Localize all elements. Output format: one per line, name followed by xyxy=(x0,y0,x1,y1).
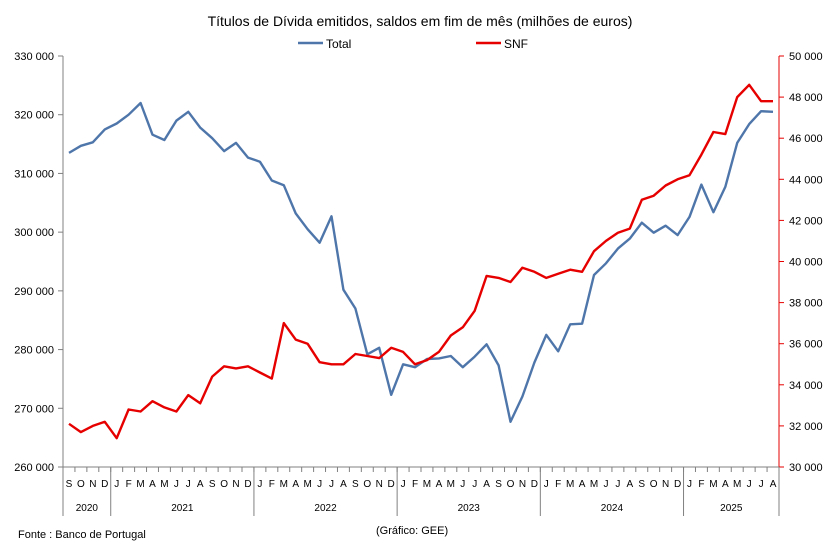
x-month-label: J xyxy=(759,479,764,490)
x-month-label: J xyxy=(401,479,406,490)
x-month-label: O xyxy=(220,479,228,490)
x-month-label: A xyxy=(626,479,633,490)
y-right-tick-label: 44 000 xyxy=(789,174,823,186)
x-month-label: M xyxy=(590,479,598,490)
x-month-label: M xyxy=(709,479,717,490)
x-month-label: A xyxy=(722,479,729,490)
x-month-label: D xyxy=(531,479,538,490)
x-month-label: A xyxy=(770,479,777,490)
axes: 260 000 270 000 280 000 290 000 300 000 310 0… xyxy=(14,51,823,516)
x-month-label: J xyxy=(257,479,262,490)
legend: Total SNF xyxy=(298,37,528,51)
x-month-label: M xyxy=(280,479,288,490)
x-year-label: 2025 xyxy=(720,503,743,514)
x-month-label: J xyxy=(603,479,608,490)
y-left-tick-label: 290 000 xyxy=(14,286,54,298)
x-month-label: M xyxy=(160,479,168,490)
x-month-label: J xyxy=(329,479,334,490)
x-month-label: O xyxy=(650,479,658,490)
x-month-label: O xyxy=(507,479,515,490)
x-year-label: 2021 xyxy=(171,503,194,514)
x-month-label: N xyxy=(376,479,383,490)
x-month-label: A xyxy=(340,479,347,490)
x-month-label: F xyxy=(412,479,418,490)
x-year-label: 2022 xyxy=(314,503,337,514)
y-right-tick-label: 42 000 xyxy=(789,215,823,227)
x-year-label: 2024 xyxy=(601,503,624,514)
x-month-label: A xyxy=(149,479,156,490)
y-left-tick-label: 300 000 xyxy=(14,227,54,239)
x-month-label: M xyxy=(447,479,455,490)
y-left-tick-label: 260 000 xyxy=(14,462,54,474)
x-month-label: S xyxy=(66,479,73,490)
legend-label-total: Total xyxy=(326,37,351,51)
series-line-total xyxy=(68,101,774,423)
chart-credit: (Gráfico: GEE) xyxy=(376,525,448,537)
source-note: Fonte : Banco de Portugal xyxy=(18,529,146,541)
x-month-label: J xyxy=(615,479,620,490)
plot-area xyxy=(68,83,774,440)
x-month-label: A xyxy=(197,479,204,490)
y-right-tick-label: 32 000 xyxy=(789,421,823,433)
x-month-label: F xyxy=(269,479,275,490)
x-month-label: M xyxy=(136,479,144,490)
x-month-label: S xyxy=(638,479,645,490)
x-month-label: J xyxy=(687,479,692,490)
x-month-label: J xyxy=(186,479,191,490)
x-month-label: N xyxy=(662,479,669,490)
y-right-tick-label: 36 000 xyxy=(789,339,823,351)
chart-title: Títulos de Dívida emitidos, saldos em fi… xyxy=(208,13,633,29)
x-month-label: O xyxy=(77,479,85,490)
y-right-tick-label: 34 000 xyxy=(789,380,823,392)
x-month-label: S xyxy=(352,479,359,490)
y-right-tick-label: 30 000 xyxy=(789,462,823,474)
legend-label-snf: SNF xyxy=(504,37,528,51)
x-month-label: A xyxy=(483,479,490,490)
x-month-label: O xyxy=(363,479,371,490)
x-month-label: J xyxy=(747,479,752,490)
x-month-label: J xyxy=(114,479,119,490)
x-month-label: J xyxy=(544,479,549,490)
y-left-tick-label: 320 000 xyxy=(14,110,54,122)
y-right-tick-label: 48 000 xyxy=(789,92,823,104)
y-right-tick-label: 40 000 xyxy=(789,257,823,269)
x-month-label: S xyxy=(209,479,216,490)
x-month-label: M xyxy=(733,479,741,490)
x-month-label: J xyxy=(317,479,322,490)
x-month-label: D xyxy=(388,479,395,490)
x-month-label: M xyxy=(423,479,431,490)
y-right-tick-label: 50 000 xyxy=(789,51,823,63)
x-month-label: M xyxy=(303,479,311,490)
x-month-label: F xyxy=(126,479,132,490)
x-month-label: D xyxy=(674,479,681,490)
y-right-tick-label: 38 000 xyxy=(789,298,823,310)
x-month-label: A xyxy=(292,479,299,490)
x-month-label: J xyxy=(174,479,179,490)
x-month-label: F xyxy=(698,479,704,490)
y-left-tick-label: 270 000 xyxy=(14,403,54,415)
x-month-label: N xyxy=(232,479,239,490)
x-month-label: S xyxy=(495,479,502,490)
x-month-label: D xyxy=(101,479,108,490)
y-left-tick-label: 280 000 xyxy=(14,345,54,357)
x-year-label: 2020 xyxy=(76,503,99,514)
x-month-label: F xyxy=(555,479,561,490)
x-month-label: N xyxy=(89,479,96,490)
x-month-label: J xyxy=(472,479,477,490)
y-right-tick-label: 46 000 xyxy=(789,133,823,145)
x-year-label: 2023 xyxy=(458,503,481,514)
x-month-label: J xyxy=(460,479,465,490)
x-month-label: A xyxy=(579,479,586,490)
x-month-label: A xyxy=(436,479,443,490)
x-month-label: M xyxy=(566,479,574,490)
y-left-tick-label: 310 000 xyxy=(14,168,54,180)
x-month-label: D xyxy=(244,479,251,490)
series-line-snf xyxy=(68,83,773,440)
x-month-label: N xyxy=(519,479,526,490)
y-left-tick-label: 330 000 xyxy=(14,51,54,63)
